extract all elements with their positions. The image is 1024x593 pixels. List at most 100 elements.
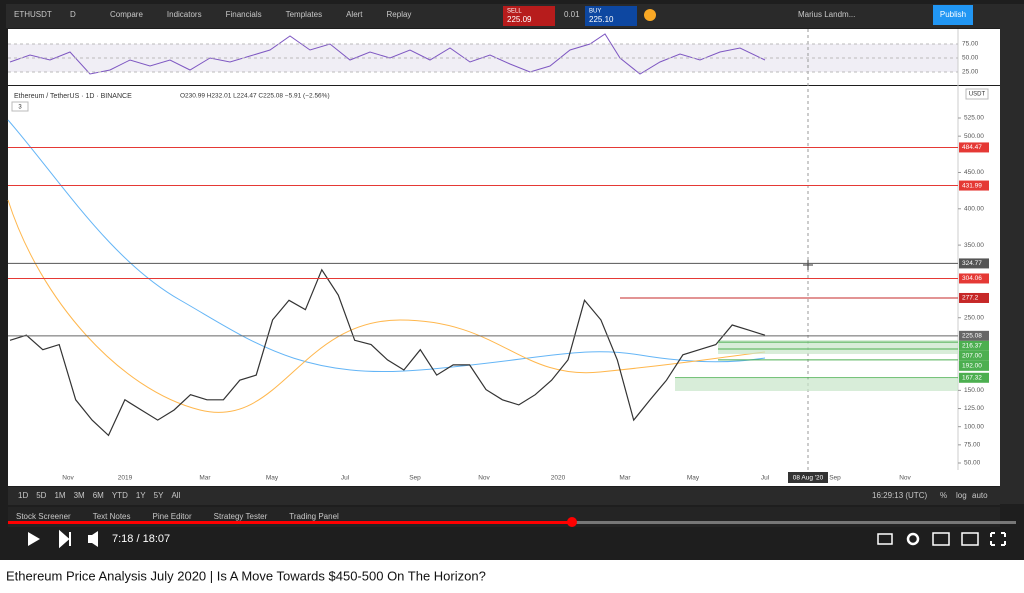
y-tick-label: 525.00 [964, 115, 984, 122]
publish-button[interactable] [933, 5, 973, 25]
next-button[interactable] [59, 529, 71, 549]
miniplayer-button[interactable] [932, 532, 950, 546]
progress-thumb[interactable] [567, 517, 577, 527]
time-label: 2019 [118, 475, 133, 482]
volume-button[interactable] [88, 531, 98, 547]
panel-tab[interactable]: Pine Editor [153, 512, 192, 521]
scale-option[interactable]: log [956, 491, 967, 500]
user[interactable]: Marius Landm... [798, 10, 855, 19]
crosshair [803, 260, 813, 270]
toolbar-item[interactable]: Financials [226, 10, 262, 19]
price-line [9, 268, 766, 437]
bottom-bar [8, 487, 1000, 505]
legend-pair: Ethereum / TetherUS · 1D · BINANCE [14, 93, 132, 100]
y-tick-label: 350.00 [964, 242, 984, 249]
range-button[interactable]: 1Y [136, 491, 146, 500]
level-label-bg [959, 142, 989, 153]
range-button[interactable]: 1D [18, 491, 28, 500]
clock: 16:29:13 (UTC) [872, 491, 927, 500]
level-label-bg [959, 340, 989, 351]
time-label: Nov [899, 475, 911, 482]
range-button[interactable]: All [171, 491, 180, 500]
y-tick-label: 450.00 [964, 169, 984, 176]
buy-label: BUY [589, 9, 601, 15]
time-label: Jul [761, 475, 770, 482]
range-button[interactable]: 5Y [154, 491, 164, 500]
currency-box[interactable] [965, 88, 989, 100]
range-button[interactable]: YTD [112, 491, 128, 500]
crosshair-time-bg [788, 472, 828, 483]
play-button[interactable] [28, 532, 40, 546]
legend-ohlc: O230.99 H232.01 L224.47 C225.08 −5.91 (−… [180, 93, 330, 100]
time-label: Nov [62, 475, 74, 482]
ma-200 [7, 119, 766, 373]
time-axis [8, 470, 1000, 486]
level-label-bg [959, 292, 989, 303]
y-tick-label: 50.00 [964, 460, 981, 467]
level-label-bg [959, 350, 989, 361]
support-zone [718, 340, 958, 354]
time-label: Mar [199, 475, 211, 482]
scale-option[interactable]: auto [972, 491, 988, 500]
y-tick-label: 400.00 [964, 206, 984, 213]
level-label: 304.06 [962, 275, 982, 282]
ma-50 [7, 199, 766, 413]
buy-box[interactable] [585, 6, 637, 26]
toolbar-item[interactable]: Templates [286, 10, 322, 19]
time-label: Nov [478, 475, 490, 482]
range-button[interactable]: 5D [36, 491, 46, 500]
y-tick-label: 150.00 [964, 387, 984, 394]
badge[interactable] [11, 101, 29, 112]
level-label-bg [959, 330, 989, 341]
time-label: Mar [619, 475, 631, 482]
range-button[interactable]: 6M [93, 491, 104, 500]
toolbar-item[interactable]: Indicators [167, 10, 202, 19]
progress-played[interactable] [8, 521, 572, 524]
y-tick-label: 250.00 [964, 314, 984, 321]
buy-price: 225.10 [589, 15, 614, 24]
rsi-tick-label: 75.00 [962, 41, 979, 48]
alert-icon[interactable] [644, 9, 656, 21]
spread: 0.01 [564, 10, 580, 19]
level-label: 484.47 [962, 144, 982, 151]
panel-tab[interactable]: Stock Screener [16, 512, 71, 521]
video-time: 7:18 / 18:07 [112, 533, 170, 545]
panel-tab[interactable]: Strategy Tester [214, 512, 268, 521]
y-tick-label: 100.00 [964, 423, 984, 430]
level-label: 324.77 [962, 260, 982, 267]
level-label-bg [959, 273, 989, 284]
fullscreen-button[interactable] [990, 532, 1006, 546]
level-label: 225.08 [962, 333, 982, 340]
toolbar-item[interactable]: Replay [387, 10, 412, 19]
panel-tab[interactable]: Trading Panel [289, 512, 339, 521]
level-label-bg [959, 180, 989, 191]
time-label: Sep [409, 475, 421, 482]
range-button[interactable]: 3M [74, 491, 85, 500]
sell-label: SELL [507, 9, 522, 15]
toolbar-item[interactable]: Compare [110, 10, 143, 19]
level-label-bg [959, 372, 989, 383]
rsi-tick-label: 50.00 [962, 55, 979, 62]
time-label: May [266, 475, 279, 482]
y-tick-label: 125.00 [964, 405, 984, 412]
settings-button[interactable] [906, 532, 920, 546]
level-label: 277.2 [962, 295, 979, 302]
subtitles-button[interactable] [877, 533, 893, 545]
publish-label: Publish [940, 10, 966, 19]
level-label: 192.00 [962, 363, 982, 370]
toolbar-item[interactable]: Alert [346, 10, 363, 19]
y-tick-label: 75.00 [964, 442, 981, 449]
video-title: Ethereum Price Analysis July 2020 | Is A… [6, 568, 486, 583]
level-label: 207.00 [962, 353, 982, 360]
interval[interactable]: D [70, 10, 76, 19]
range-button[interactable]: 1M [54, 491, 65, 500]
symbol[interactable]: ETHUSDT [14, 10, 52, 19]
sell-box[interactable] [503, 6, 555, 26]
support-zone [675, 379, 958, 391]
scale-option[interactable]: % [940, 491, 947, 500]
right-sidebar [1000, 4, 1024, 504]
panel-tab[interactable]: Text Notes [93, 512, 131, 521]
theater-button[interactable] [961, 532, 979, 546]
